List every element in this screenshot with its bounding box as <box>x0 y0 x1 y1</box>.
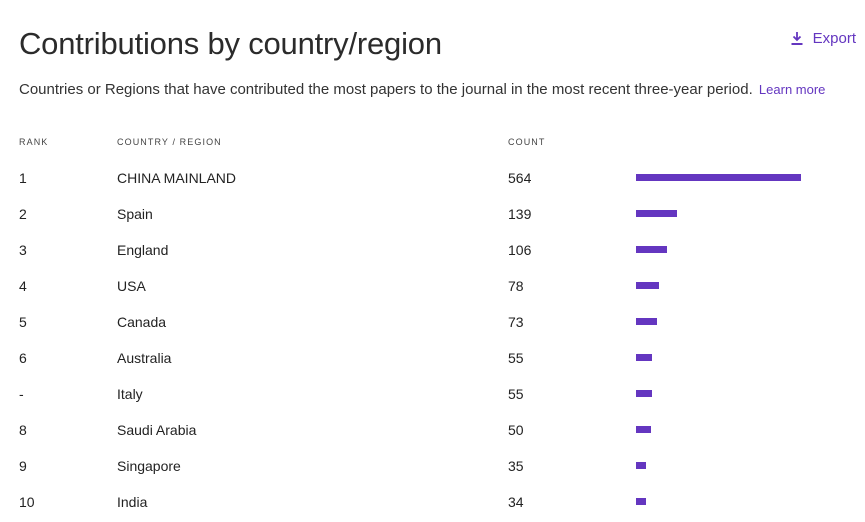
country-cell: India <box>117 494 148 510</box>
country-cell: Singapore <box>117 458 181 474</box>
country-cell: England <box>117 242 169 258</box>
count-cell: 78 <box>508 278 524 294</box>
country-cell: Spain <box>117 206 153 222</box>
rank-cell: 2 <box>19 206 27 222</box>
count-bar <box>636 498 646 505</box>
column-header-count: COUNT <box>508 137 546 147</box>
count-cell: 139 <box>508 206 532 222</box>
count-cell: 55 <box>508 350 524 366</box>
rank-cell: 1 <box>19 170 27 186</box>
count-bar <box>636 426 651 433</box>
column-header-rank: RANK <box>19 137 49 147</box>
count-cell: 35 <box>508 458 524 474</box>
count-bar <box>636 354 652 361</box>
count-cell: 73 <box>508 314 524 330</box>
description: Countries or Regions that have contribut… <box>19 81 825 98</box>
count-cell: 564 <box>508 170 532 186</box>
count-bar <box>636 174 801 181</box>
count-bar <box>636 318 657 325</box>
country-cell: CHINA MAINLAND <box>117 170 237 186</box>
table-row: 5 Canada 73 <box>0 304 865 340</box>
table-row: 4 USA 78 <box>0 268 865 304</box>
country-cell: Saudi Arabia <box>117 422 197 438</box>
count-bar <box>636 282 659 289</box>
rank-cell: 3 <box>19 242 27 258</box>
country-cell: Italy <box>117 386 143 402</box>
count-cell: 106 <box>508 242 532 258</box>
export-button[interactable]: Export <box>791 30 856 47</box>
table-row: 8 Saudi Arabia 50 <box>0 412 865 448</box>
rank-cell: 6 <box>19 350 27 366</box>
contributions-table: 1 CHINA MAINLAND 564 2 Spain 139 3 England 106 4 U… <box>0 160 865 520</box>
column-header-country: COUNTRY / REGION <box>117 137 222 147</box>
country-cell: USA <box>117 278 146 294</box>
count-cell: 34 <box>508 494 524 510</box>
country-cell: Canada <box>117 314 167 330</box>
count-bar <box>636 390 652 397</box>
table-row: 1 CHINA MAINLAND 564 <box>0 160 865 196</box>
table-row: - Italy 55 <box>0 376 865 412</box>
rank-cell: 10 <box>19 494 35 510</box>
count-bar <box>636 246 667 253</box>
table-row: 2 Spain 139 <box>0 196 865 232</box>
export-label: Export <box>812 30 856 47</box>
learn-more-link[interactable]: Learn more <box>758 82 826 97</box>
table-row: 3 England 106 <box>0 232 865 268</box>
country-cell: Australia <box>117 350 172 366</box>
count-bar <box>636 462 646 469</box>
count-cell: 50 <box>508 422 524 438</box>
table-row: 6 Australia 55 <box>0 340 865 376</box>
table-row: 10 India 34 <box>0 484 865 520</box>
count-bar <box>636 210 677 217</box>
rank-cell: 5 <box>19 314 27 330</box>
download-icon <box>791 32 803 45</box>
rank-cell: 4 <box>19 278 27 294</box>
rank-cell: - <box>19 386 24 402</box>
description-text: Countries or Regions that have contribut… <box>19 81 753 98</box>
rank-cell: 8 <box>19 422 27 438</box>
count-cell: 55 <box>508 386 524 402</box>
page-title: Contributions by country/region <box>19 26 442 61</box>
table-row: 9 Singapore 35 <box>0 448 865 484</box>
rank-cell: 9 <box>19 458 27 474</box>
